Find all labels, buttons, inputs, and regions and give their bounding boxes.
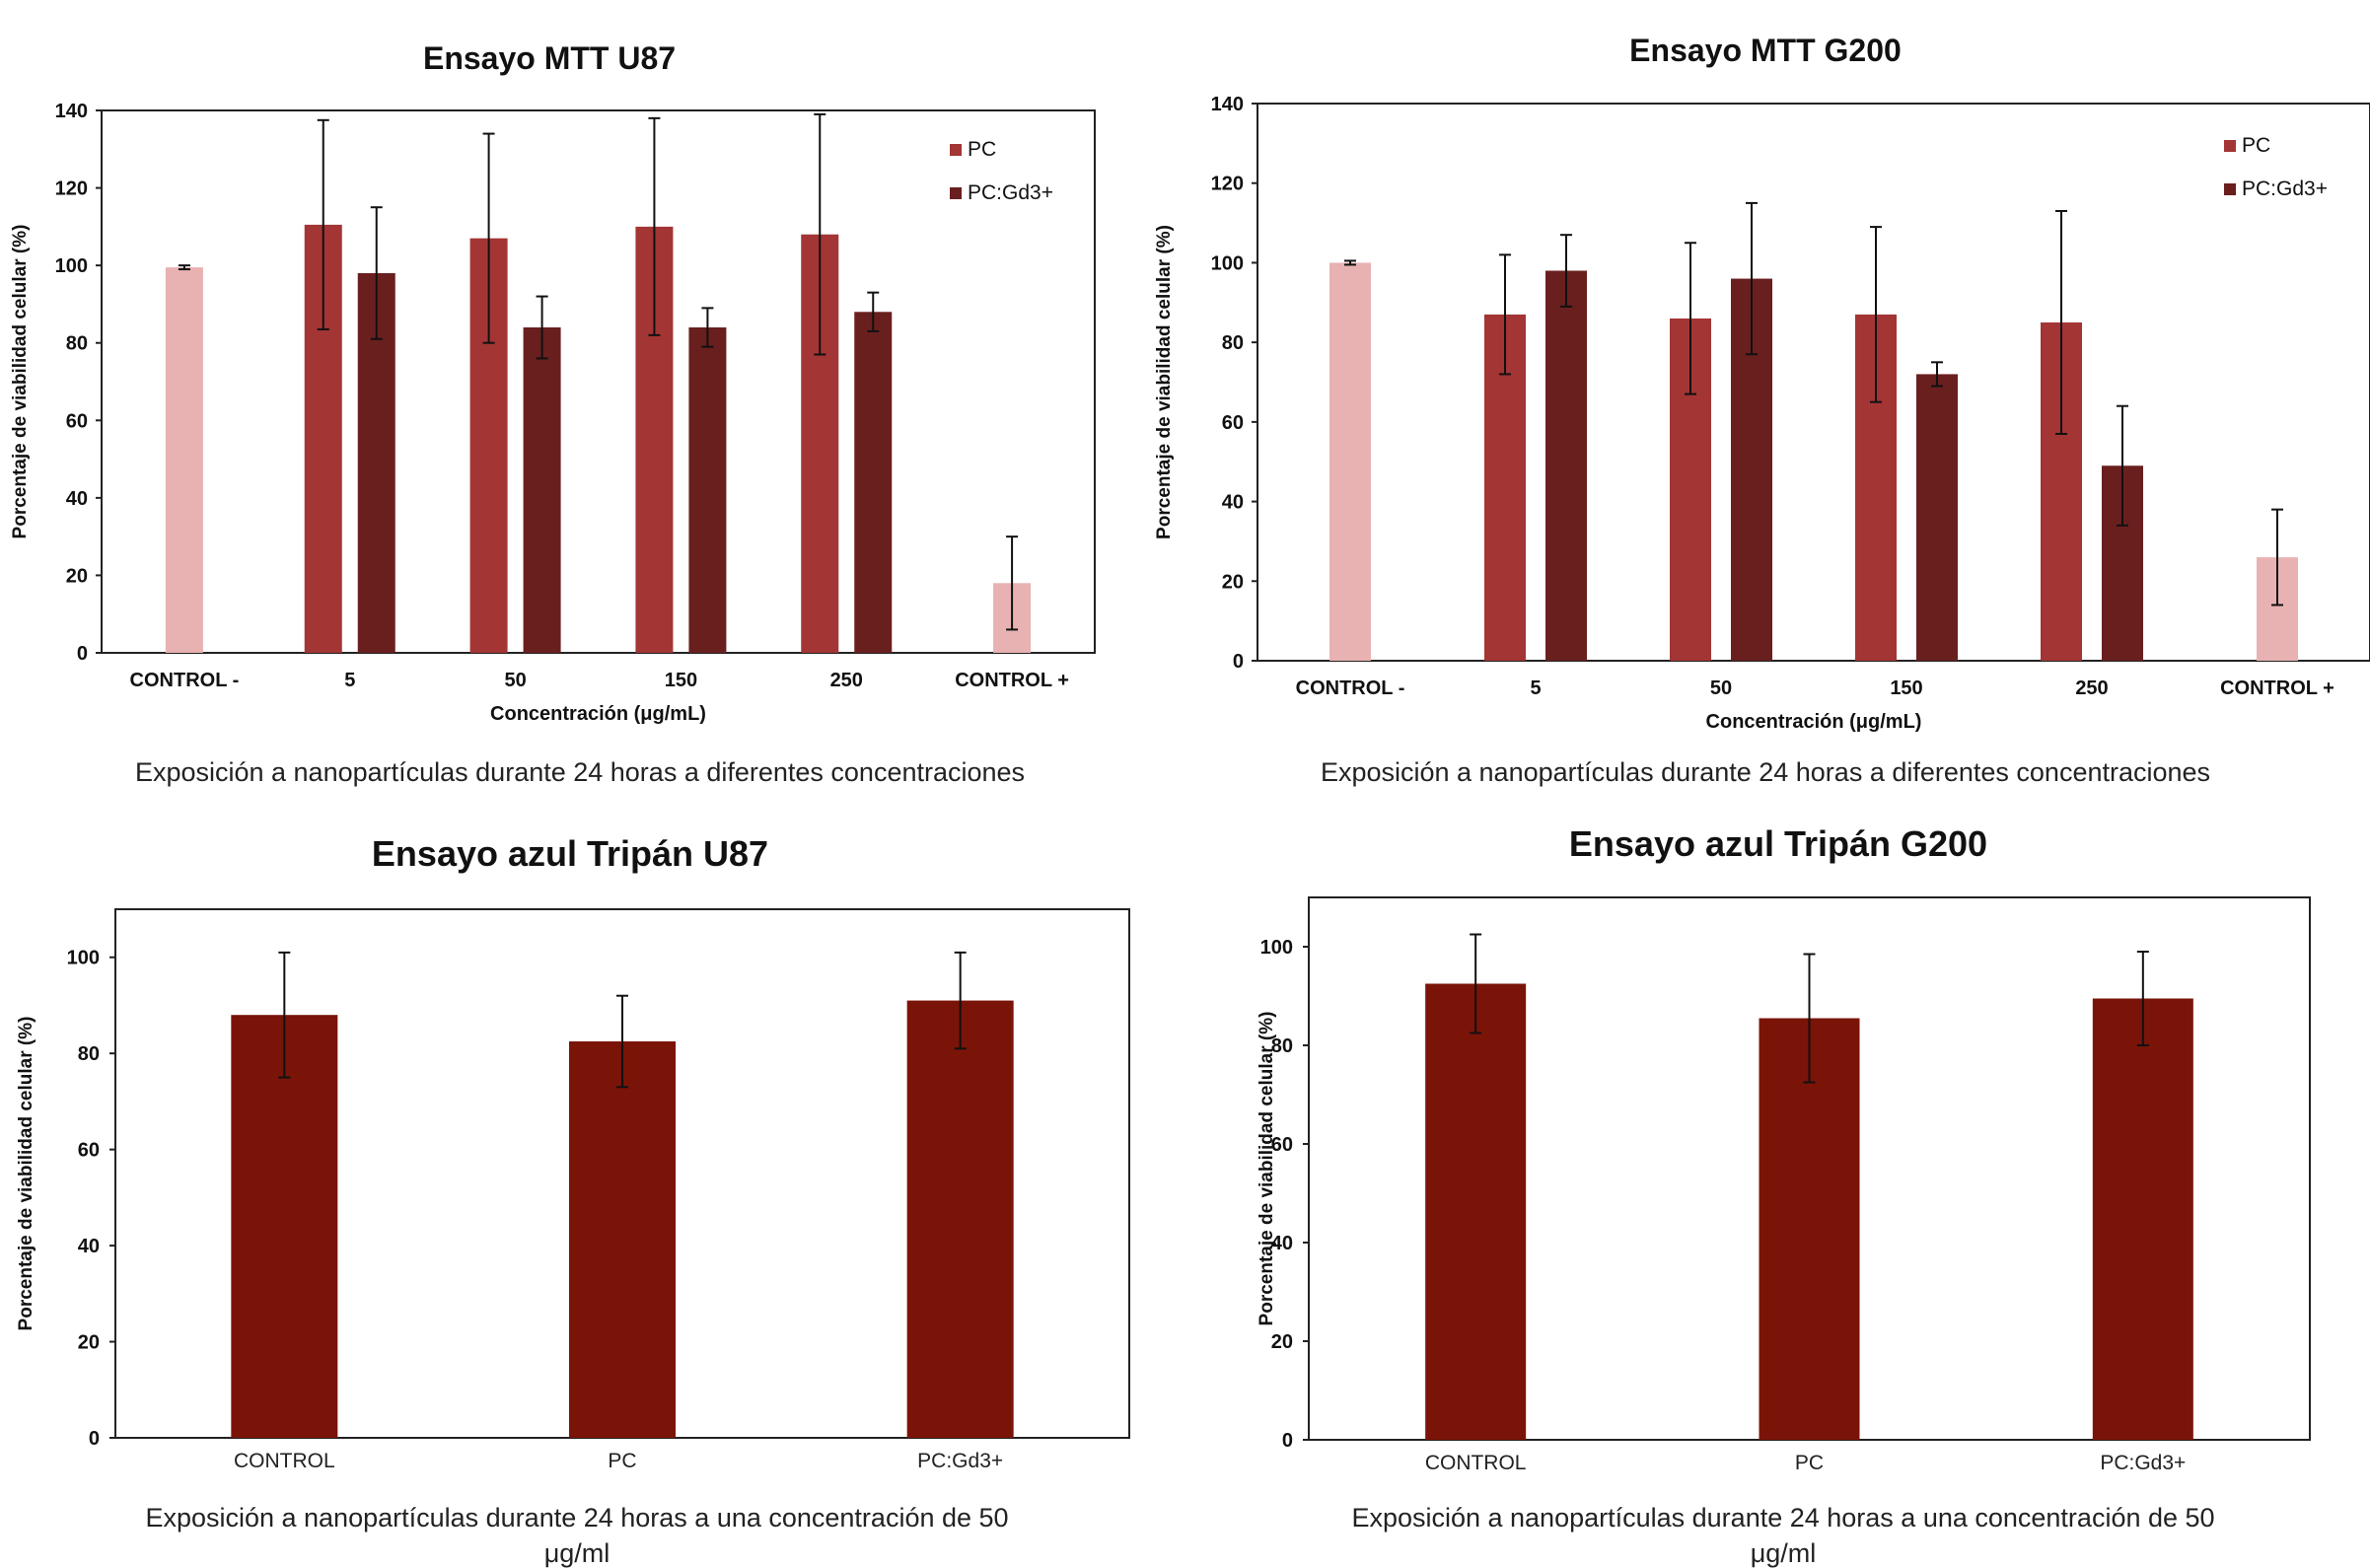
y-tick-label: 0 [77, 643, 88, 665]
x-axis-label: Concentración (μg/mL) [490, 703, 706, 725]
plot-frame [1257, 103, 2370, 662]
x-tick-label: PC [608, 1450, 636, 1472]
bar-pc-gd3 [854, 312, 893, 653]
y-tick-label: 20 [66, 565, 88, 587]
x-tick-label: 250 [2075, 677, 2108, 699]
x-tick-label: CONTROL + [2220, 677, 2334, 699]
legend-label: PC [2242, 134, 2270, 157]
y-tick-label: 120 [55, 178, 88, 200]
legend-label: PC:Gd3+ [968, 181, 1053, 204]
x-tick-label: PC [1795, 1452, 1824, 1474]
bar-viability [231, 1015, 338, 1438]
y-tick-label: 100 [55, 255, 88, 277]
y-tick-label: 80 [1271, 1035, 1293, 1057]
legend-swatch [2224, 183, 2236, 195]
x-tick-label: PC:Gd3+ [917, 1450, 1003, 1472]
chart-panel-mtt-g200: Ensayo MTT G200 0 20 40 60 80 100 120 140 Porcent… [1154, 0, 2370, 789]
chart-caption: Exposición a nanopartículas durante 24 h… [1321, 757, 2210, 787]
y-tick-label: 60 [78, 1140, 100, 1162]
bar-pc-gd3 [1916, 374, 1958, 661]
bar-viability [569, 1041, 676, 1438]
legend-swatch [950, 187, 962, 199]
legend-swatch [950, 144, 962, 156]
chart-panel-tripan-g200: Ensayo azul Tripán G200 0 20 40 60 80 100 Porce… [1184, 789, 2370, 1568]
y-tick-label: 140 [55, 101, 88, 122]
legend-label: PC:Gd3+ [2242, 178, 2328, 200]
y-tick-label: 120 [1211, 174, 1244, 195]
bar-viability [1425, 983, 1527, 1440]
chart-caption: Exposición a nanopartículas durante 24 h… [135, 757, 1025, 787]
y-axis-label: Porcentaje de viabilidad celular (%) [1154, 225, 1175, 539]
chart-tripan-g200: Ensayo azul Tripán G200 0 20 40 60 80 100 Porce… [1257, 823, 2311, 1568]
y-tick-label: 0 [1282, 1430, 1293, 1452]
chart-panel-tripan-u87: Ensayo azul Tripán U87 0 20 40 60 80 100 Porcen… [0, 789, 1184, 1568]
chart-title: Ensayo MTT G200 [1629, 33, 1902, 68]
y-tick-label: 80 [66, 333, 88, 355]
chart-title: Ensayo MTT U87 [423, 40, 676, 76]
y-tick-label: 20 [1271, 1331, 1293, 1353]
x-tick-label: 250 [830, 670, 863, 691]
chart-tripan-u87: Ensayo azul Tripán U87 0 20 40 60 80 100 Porcen… [16, 833, 1130, 1568]
bar-viability [906, 1000, 1014, 1438]
x-tick-label: 150 [1890, 677, 1922, 699]
chart-caption-line: Exposición a nanopartículas durante 24 h… [1351, 1503, 2214, 1532]
chart-panel-mtt-u87: Ensayo MTT U87 0 20 40 60 80 100 120 140 Porcenta… [0, 0, 1184, 789]
x-tick-label: CONTROL - [130, 670, 240, 691]
x-tick-label: CONTROL - [1296, 677, 1405, 699]
y-tick-label: 40 [78, 1236, 100, 1257]
y-axis-label: Porcentaje de viabilidad celular (%) [1257, 1012, 1277, 1326]
x-tick-label: 5 [344, 670, 355, 691]
y-tick-label: 60 [1271, 1134, 1293, 1156]
chart-mtt-u87: Ensayo MTT U87 0 20 40 60 80 100 120 140 Porcenta… [10, 40, 1096, 787]
y-tick-label: 80 [1222, 332, 1244, 354]
y-tick-label: 100 [67, 948, 100, 969]
chart-mtt-g200: Ensayo MTT G200 0 20 40 60 80 100 120 140 Porcent… [1154, 33, 2370, 787]
y-tick-label: 60 [66, 410, 88, 432]
y-tick-label: 40 [66, 488, 88, 510]
y-tick-label: 40 [1271, 1233, 1293, 1254]
bar-pc-gd3 [523, 327, 561, 653]
y-tick-label: 0 [1233, 651, 1244, 673]
x-axis-label: Concentración (μg/mL) [1706, 711, 1922, 733]
y-axis-label: Porcentaje de viabilidad celular (%) [10, 225, 31, 539]
bar-control [1329, 262, 1371, 661]
x-tick-label: CONTROL [1425, 1452, 1527, 1474]
bar-viability [2092, 998, 2193, 1440]
chart-caption-line: μg/ml [1751, 1538, 1817, 1568]
chart-caption-line: Exposición a nanopartículas durante 24 h… [145, 1503, 1008, 1532]
y-axis-label: Porcentaje de viabilidad celular (%) [16, 1017, 36, 1331]
x-tick-label: PC:Gd3+ [2100, 1452, 2186, 1474]
y-tick-label: 80 [78, 1043, 100, 1065]
chart-caption-line: μg/ml [544, 1538, 610, 1568]
legend-swatch [2224, 140, 2236, 152]
x-tick-label: CONTROL + [955, 670, 1069, 691]
bar-pc-gd3 [1545, 270, 1587, 661]
x-tick-label: 5 [1530, 677, 1541, 699]
y-tick-label: 40 [1222, 492, 1244, 514]
bar-viability [1759, 1018, 1860, 1440]
y-tick-label: 20 [1222, 571, 1244, 593]
chart-title: Ensayo azul Tripán U87 [372, 833, 768, 874]
bar-pc-gd3 [688, 327, 727, 653]
chart-title: Ensayo azul Tripán G200 [1569, 823, 1987, 864]
y-tick-label: 20 [78, 1332, 100, 1354]
bar-control [165, 267, 203, 653]
plot-frame [101, 109, 1096, 654]
y-tick-label: 100 [1260, 937, 1293, 959]
x-tick-label: 150 [665, 670, 697, 691]
x-tick-label: CONTROL [234, 1450, 335, 1472]
y-tick-label: 140 [1211, 94, 1244, 115]
x-tick-label: 50 [504, 670, 526, 691]
y-tick-label: 60 [1222, 412, 1244, 434]
legend-label: PC [968, 138, 996, 161]
x-tick-label: 50 [1710, 677, 1732, 699]
y-tick-label: 0 [89, 1428, 100, 1450]
y-tick-label: 100 [1211, 252, 1244, 274]
